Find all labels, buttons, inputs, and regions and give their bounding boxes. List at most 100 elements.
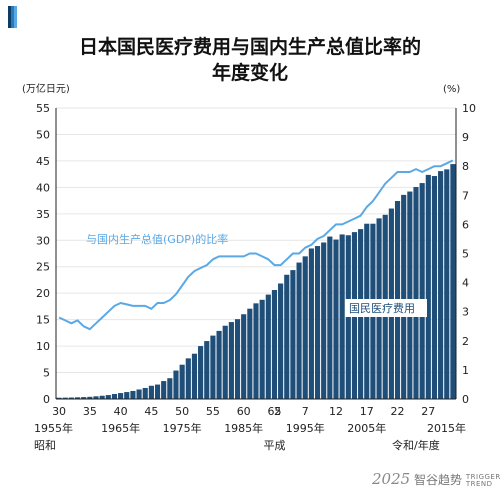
x-year-label: 1975年 <box>163 421 202 435</box>
bar <box>407 191 413 399</box>
bar <box>296 262 302 399</box>
x-tick-label: 27 <box>421 405 435 418</box>
brand-footer: 2025 智谷趋势 TRIGGER TREND <box>372 470 500 488</box>
x-tick-label: 12 <box>329 405 343 418</box>
bar <box>148 385 154 399</box>
bar <box>444 169 450 399</box>
left-tick-label: 15 <box>36 314 50 327</box>
bar <box>401 194 407 399</box>
left-tick-label: 55 <box>36 102 50 115</box>
left-tick-label: 10 <box>36 340 50 353</box>
right-tick-label: 5 <box>462 248 469 261</box>
gdp-ratio-line <box>58 159 454 331</box>
line-series-label: 与国内生产总值(GDP)的比率 <box>86 232 228 246</box>
bar <box>136 389 142 399</box>
right-tick-label: 7 <box>462 189 469 202</box>
bar <box>93 396 99 399</box>
right-tick-label: 2 <box>462 335 469 348</box>
brand-name: 智谷趋势 <box>414 473 463 487</box>
chart-title: 日本国民医疗费用与国内生产总值比率的 年度变化 <box>40 34 460 86</box>
bar <box>234 319 241 399</box>
chart-title-line-2: 年度变化 <box>211 62 288 84</box>
bar <box>154 384 161 399</box>
x-tick-label: 22 <box>391 405 405 418</box>
right-tick-label: 1 <box>462 364 469 377</box>
bar-series <box>56 164 456 399</box>
bar <box>68 397 74 399</box>
right-axis-unit: (%) <box>443 84 460 95</box>
x-year-label: 2015年 <box>427 421 466 435</box>
bar <box>438 171 444 399</box>
bar <box>124 392 130 399</box>
bar <box>216 330 222 399</box>
left-tick-label: 35 <box>36 208 50 221</box>
bar <box>253 303 259 399</box>
right-tick-label: 3 <box>462 306 469 319</box>
x-year-label: 2005年 <box>347 421 386 435</box>
bar <box>204 341 210 399</box>
left-tick-label: 25 <box>36 261 50 274</box>
right-tick-label: 10 <box>462 102 476 115</box>
bar <box>241 314 247 399</box>
bar <box>265 294 271 399</box>
chart-title-line-1: 日本国民医疗费用与国内生产总值比率的 <box>78 36 421 58</box>
x-era-label: 昭和 <box>34 439 56 452</box>
x-axis-ticks: 30 35 40 45 50 55 60 652 7 12 17 22 27 <box>52 405 435 418</box>
bar <box>198 346 204 399</box>
bar <box>130 390 136 399</box>
bar <box>259 299 265 399</box>
right-axis-ticks: 0 1 2 3 4 5 6 7 8 9 10 <box>462 102 476 406</box>
right-tick-label: 0 <box>462 393 469 406</box>
brand-sub-2: TREND <box>465 479 493 488</box>
line-series <box>58 159 454 331</box>
bar-series-label-box: 国民医疗费用 <box>345 299 427 317</box>
bar <box>290 270 296 399</box>
bar <box>56 397 62 399</box>
bar <box>308 248 314 399</box>
x-axis-era-labels: 昭和 平成 令和/年度 <box>34 438 440 452</box>
axes <box>55 108 457 400</box>
x-year-label: 1985年 <box>224 421 263 435</box>
x-tick-label: 7 <box>302 405 309 418</box>
bar <box>278 283 284 399</box>
bar <box>425 174 431 399</box>
right-tick-label: 8 <box>462 160 469 173</box>
x-tick-label: 35 <box>83 405 97 418</box>
bar <box>191 353 198 399</box>
bar <box>339 234 345 399</box>
x-era-label: 令和/年度 <box>392 438 440 452</box>
x-tick-label: 45 <box>144 405 158 418</box>
bar <box>302 256 308 399</box>
bar <box>161 381 167 399</box>
bar <box>179 364 185 399</box>
x-tick-label: 17 <box>360 405 374 418</box>
bar <box>333 239 339 399</box>
bar <box>210 335 216 399</box>
left-axis-unit: (万亿日元) <box>22 82 70 95</box>
bar <box>450 164 456 399</box>
x-tick-label: 30 <box>52 405 66 418</box>
bar <box>413 187 419 399</box>
bar <box>321 242 327 399</box>
left-tick-label: 50 <box>36 128 50 141</box>
bar <box>419 183 425 399</box>
left-tick-label: 45 <box>36 155 50 168</box>
x-year-label: 1965年 <box>101 421 140 435</box>
brand-subtitle: TRIGGER TREND <box>465 473 500 488</box>
left-axis-ticks: 0 5 10 15 20 25 30 35 40 45 50 55 <box>36 102 50 406</box>
x-year-label: 1955年 <box>34 421 73 435</box>
bar <box>167 378 173 399</box>
left-tick-label: 5 <box>43 367 50 380</box>
bar <box>62 397 68 399</box>
bar <box>111 394 118 399</box>
x-tick-label: 50 <box>175 405 189 418</box>
bar <box>228 322 234 399</box>
bar <box>314 246 321 399</box>
x-tick-label: 2 <box>274 405 281 418</box>
bar <box>87 396 93 399</box>
x-axis-year-labels: 1955年 1965年 1975年 1985年 1995年 2005年 2015年 <box>34 421 466 435</box>
brand-number: 2025 <box>372 470 411 488</box>
left-tick-label: 0 <box>43 393 50 406</box>
bar <box>185 358 191 399</box>
